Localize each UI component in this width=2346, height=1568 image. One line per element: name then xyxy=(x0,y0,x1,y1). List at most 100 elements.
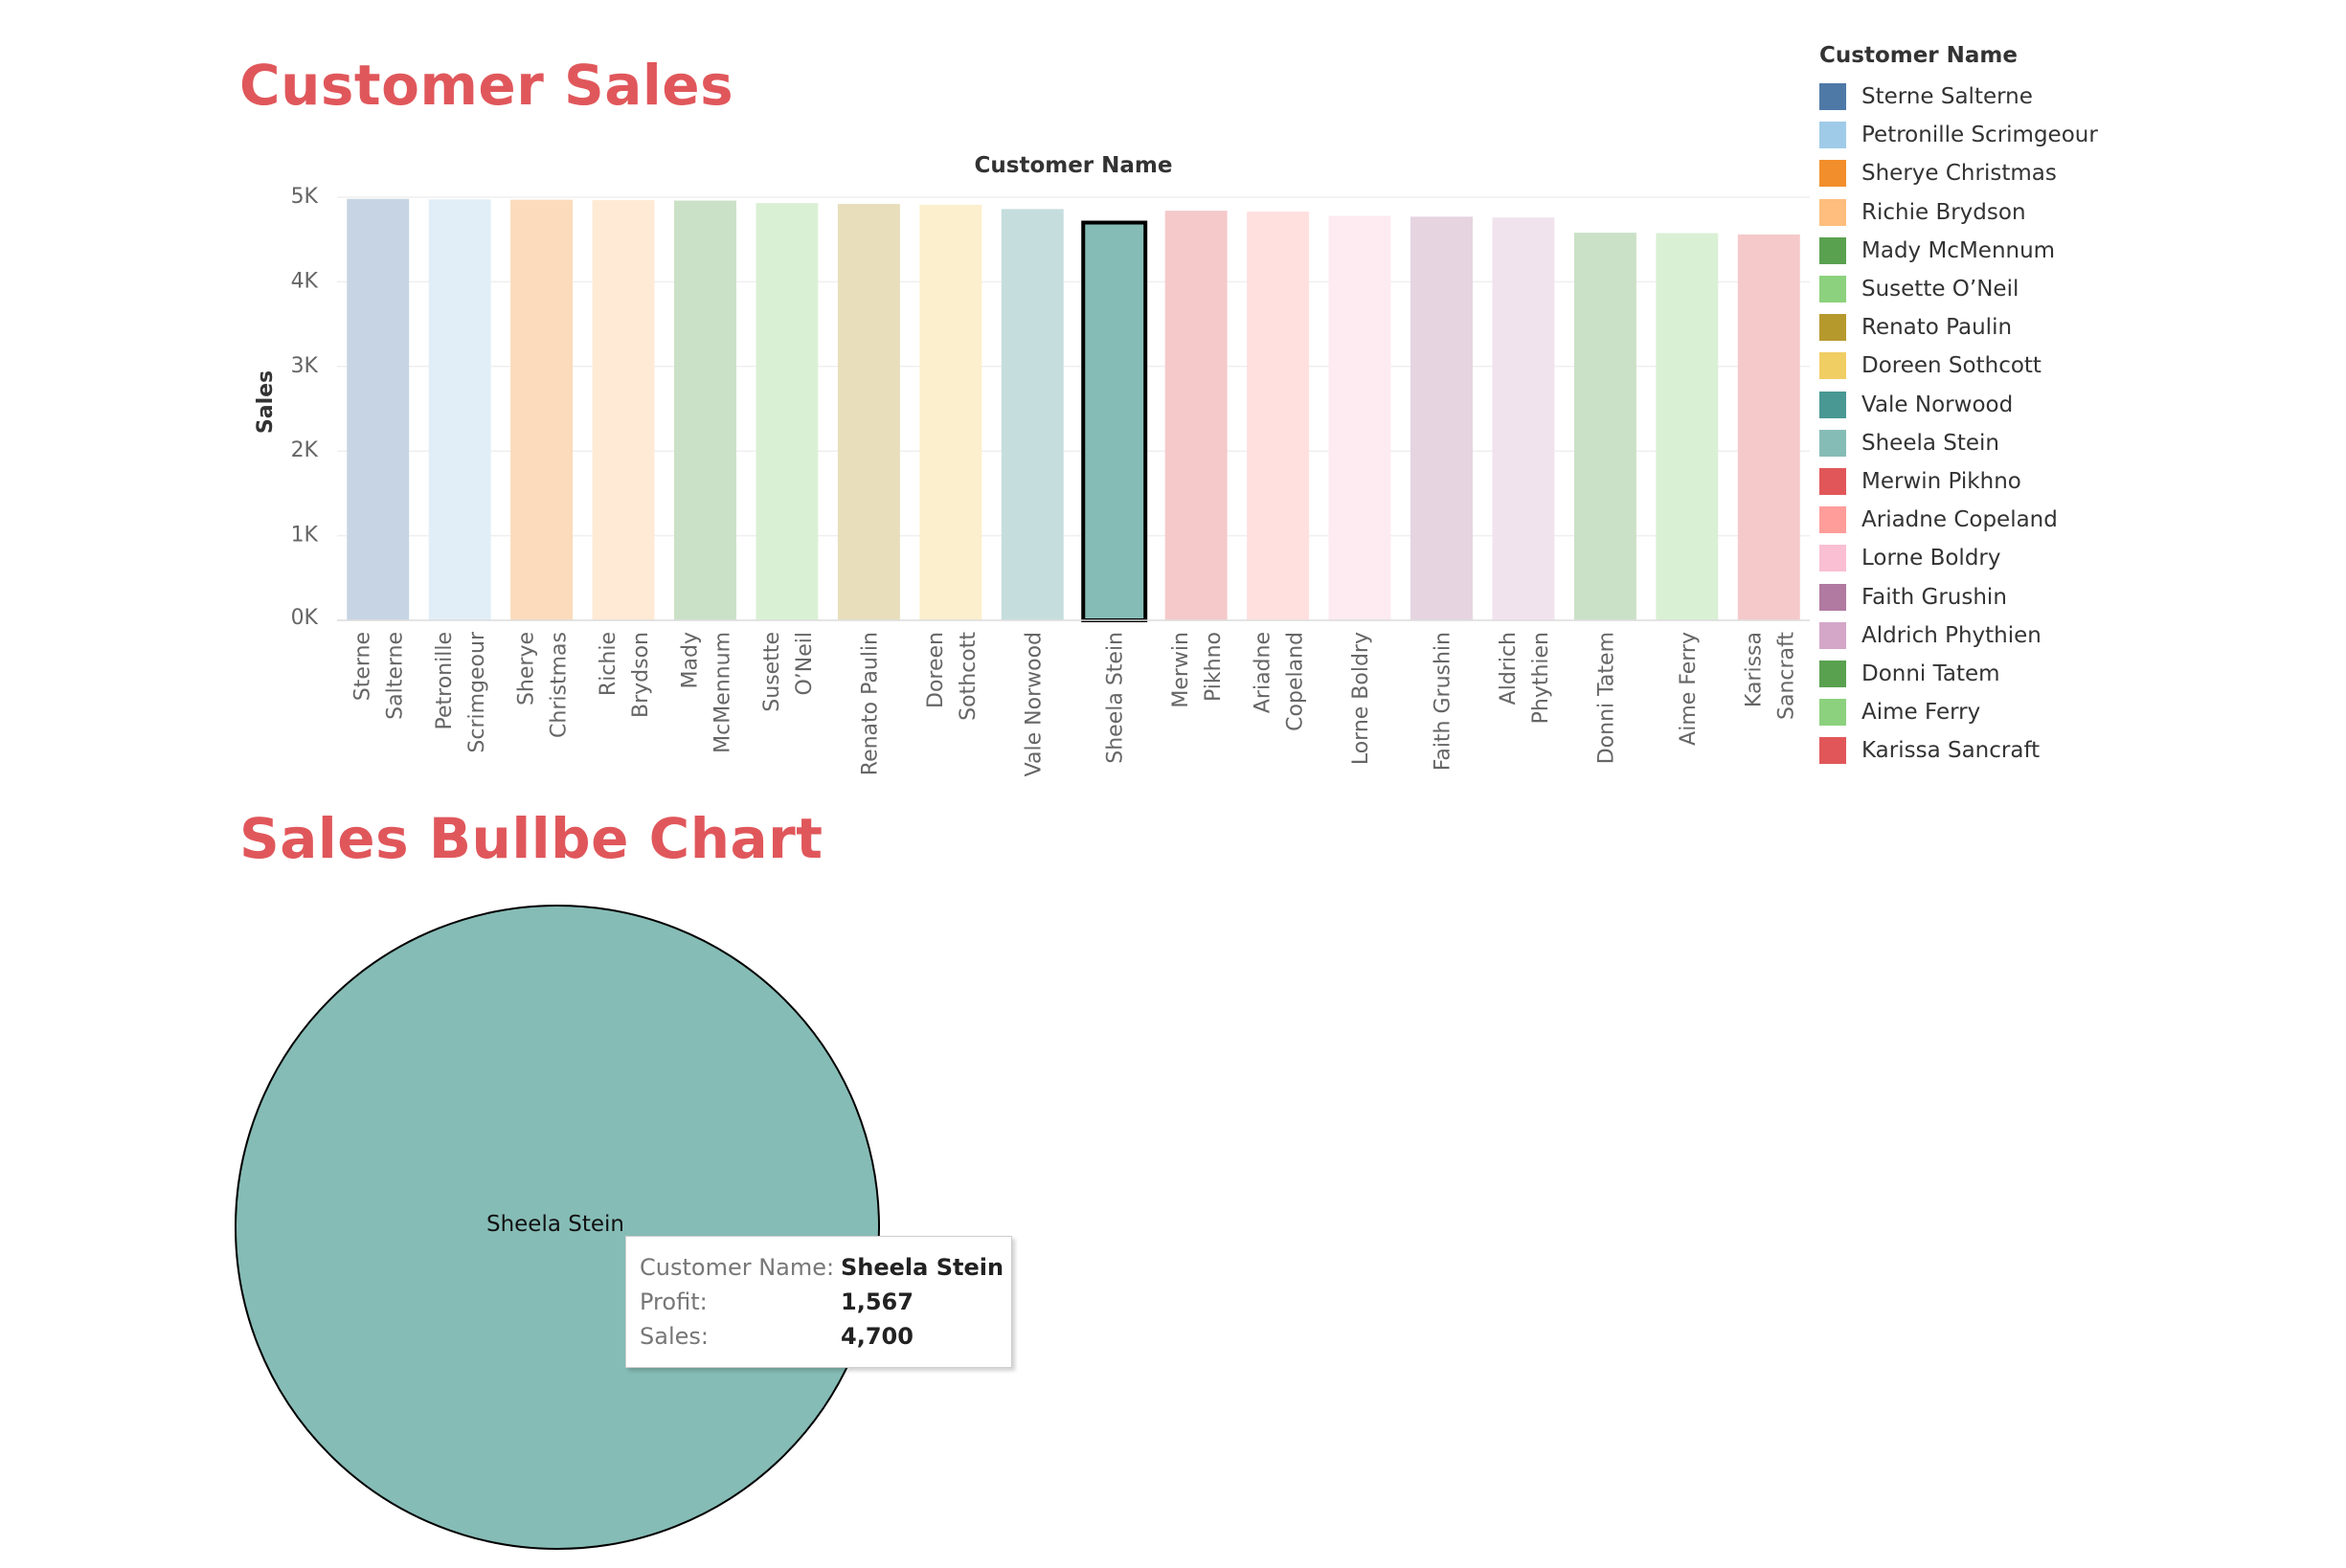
legend-label: Donni Tatem xyxy=(1861,661,2000,686)
legend-swatch xyxy=(1819,276,1846,303)
y-tick-label: 4K xyxy=(291,269,319,293)
legend-label: Aime Ferry xyxy=(1861,700,1981,726)
legend-item[interactable]: Donni Tatem xyxy=(1819,655,2317,693)
x-tick-label: Aime Ferry xyxy=(1677,632,1701,746)
x-tick-label: Sothcott xyxy=(957,632,981,721)
bar xyxy=(1492,217,1555,620)
color-legend: Customer Name Sterne Salterne Petronille … xyxy=(1819,43,2317,770)
legend-item[interactable]: Richie Brydson xyxy=(1819,193,2317,232)
legend-item[interactable]: Mady McMennum xyxy=(1819,232,2317,270)
tooltip-label: Sales: xyxy=(640,1323,709,1350)
x-tick-label: Ariadne xyxy=(1252,632,1275,713)
legend-label: Faith Grushin xyxy=(1861,584,2007,610)
legend-label: Lorne Boldry xyxy=(1861,546,2001,571)
x-tick-label: Lorne Boldry xyxy=(1349,632,1373,765)
legend-label: Karissa Sancraft xyxy=(1861,738,2041,764)
legend-item[interactable]: Lorne Boldry xyxy=(1819,539,2317,577)
legend-swatch xyxy=(1819,429,1846,457)
legend-item[interactable]: Doreen Sothcott xyxy=(1819,347,2317,385)
x-tick-label: Scrimgeour xyxy=(465,631,489,753)
legend-label: Mady McMennum xyxy=(1861,237,2056,263)
bubble-chart-title: Sales Bullbe Chart xyxy=(239,806,823,871)
bar xyxy=(756,203,819,621)
legend-item[interactable]: Sterne Salterne xyxy=(1819,78,2317,116)
legend-item[interactable]: Renato Paulin xyxy=(1819,308,2317,347)
x-axis-title: Customer Name xyxy=(975,153,1173,178)
legend-item[interactable]: Faith Grushin xyxy=(1819,577,2317,616)
legend-item[interactable]: Aime Ferry xyxy=(1819,693,2317,731)
legend-label: Merwin Pikhno xyxy=(1861,468,2021,494)
tooltip-row: Profit: 1,567 xyxy=(640,1285,1011,1319)
bar xyxy=(1573,233,1636,621)
legend-item[interactable]: Petronille Scrimgeour xyxy=(1819,116,2317,154)
legend-label: Petronille Scrimgeour xyxy=(1861,123,2098,148)
legend-item[interactable]: Merwin Pikhno xyxy=(1819,462,2317,501)
y-tick-label: 1K xyxy=(291,524,319,548)
legend-swatch xyxy=(1819,583,1846,611)
x-tick-label: Pikhno xyxy=(1202,632,1226,702)
legend-label: Ariadne Copeland xyxy=(1861,507,2058,533)
x-tick-label: Donni Tatem xyxy=(1594,632,1618,764)
legend-swatch xyxy=(1819,160,1846,188)
x-tick-label: Sterne xyxy=(351,632,375,701)
bar xyxy=(1737,234,1800,620)
bar xyxy=(1328,215,1391,620)
x-tick-label: Salterne xyxy=(384,632,408,720)
legend-label: Doreen Sothcott xyxy=(1861,353,2041,379)
bar xyxy=(1001,209,1064,620)
bar xyxy=(1247,212,1310,620)
tooltip: Customer Name: Sheela Stein Profit: 1,56… xyxy=(625,1236,1012,1368)
legend-item[interactable]: Ariadne Copeland xyxy=(1819,501,2317,539)
legend-label: Renato Paulin xyxy=(1861,315,2013,341)
legend-label: Vale Norwood xyxy=(1861,392,2014,417)
legend-swatch xyxy=(1819,467,1846,495)
tooltip-value: Sheela Stein xyxy=(841,1254,1004,1281)
x-tick-label: O’Neil xyxy=(793,632,817,696)
legend-swatch xyxy=(1819,236,1846,264)
y-tick-label: 5K xyxy=(291,185,319,209)
legend-swatch xyxy=(1819,737,1846,765)
legend-item[interactable]: Karissa Sancraft xyxy=(1819,731,2317,770)
x-tick-label: Christmas xyxy=(548,632,572,738)
bar xyxy=(1164,211,1228,621)
tooltip-row: Customer Name: Sheela Stein xyxy=(640,1250,1011,1285)
legend-swatch xyxy=(1819,699,1846,727)
legend-label: Sherye Christmas xyxy=(1861,161,2057,187)
legend-swatch xyxy=(1819,506,1846,534)
legend-item[interactable]: Aldrich Phythien xyxy=(1819,616,2317,655)
bar xyxy=(510,199,574,621)
x-tick-label: Faith Grushin xyxy=(1432,632,1455,771)
legend-swatch xyxy=(1819,122,1846,149)
legend-swatch xyxy=(1819,352,1846,380)
legend-label: Sterne Salterne xyxy=(1861,84,2033,110)
x-tick-label: Petronille xyxy=(433,632,457,729)
x-tick-label: Sherye xyxy=(515,632,539,706)
x-tick-label: Merwin xyxy=(1169,632,1193,708)
legend-swatch xyxy=(1819,545,1846,572)
x-tick-label: McMennum xyxy=(711,632,735,753)
bar xyxy=(837,204,900,620)
y-tick-label: 0K xyxy=(291,606,319,630)
legend-swatch xyxy=(1819,391,1846,418)
legend-item[interactable]: Vale Norwood xyxy=(1819,386,2317,424)
legend-swatch xyxy=(1819,83,1846,111)
x-tick-label: Phythien xyxy=(1529,632,1553,724)
legend-swatch xyxy=(1819,660,1846,687)
x-tick-label: Aldrich xyxy=(1497,632,1521,705)
tooltip-row: Sales: 4,700 xyxy=(640,1319,1011,1354)
legend-swatch xyxy=(1819,314,1846,342)
bar xyxy=(1656,233,1719,620)
bar xyxy=(347,198,410,620)
y-axis-title: Sales xyxy=(254,370,278,434)
bar xyxy=(1081,220,1148,623)
legend-title: Customer Name xyxy=(1819,43,2018,68)
bar xyxy=(919,204,982,620)
tooltip-value: 1,567 xyxy=(841,1288,914,1315)
x-tick-label: Copeland xyxy=(1284,632,1308,731)
y-tick-label: 3K xyxy=(291,354,319,378)
legend-item[interactable]: Susette O’Neil xyxy=(1819,270,2317,308)
legend-item[interactable]: Sheela Stein xyxy=(1819,424,2317,462)
bar xyxy=(674,200,736,620)
legend-item[interactable]: Sherye Christmas xyxy=(1819,154,2317,192)
tooltip-label: Customer Name: xyxy=(640,1254,835,1281)
